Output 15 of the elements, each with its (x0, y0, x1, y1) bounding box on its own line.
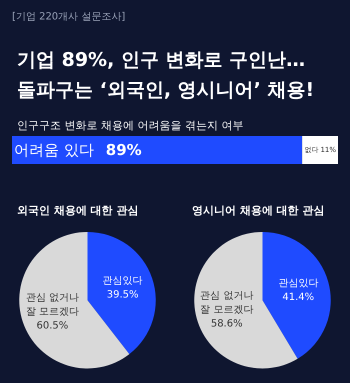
slice-label: 관심있다 (102, 276, 143, 287)
chart-title: 외국인 채용에 대한 관심 (17, 204, 138, 217)
data-label: 58.6% (210, 318, 243, 330)
chart-title: 기업 89%, 인구 변화로 구인난… 돌파구는 ‘외국인, 영시니어’ 채용! (17, 49, 314, 101)
chart-title: 영시니어 채용에 대한 관심 (192, 204, 324, 217)
series-label: 어려움 있다 (14, 141, 94, 159)
text: [기업 220개사 설문조사] (12, 12, 126, 22)
data-label: 41.4% (282, 292, 314, 303)
chart-subtitle: 인구구조 변화로 채용에 어려움을 겪는지 여부 (17, 119, 244, 132)
data-label: 39.5% (106, 290, 139, 301)
slice-label: 관심 없거나 잘 모르겠다 (26, 292, 79, 318)
data-label: 60.5% (36, 320, 68, 332)
slice-label: 관심있다 (278, 278, 318, 289)
data-label: 89% (106, 141, 142, 159)
slice-label: 관심 없거나 잘 모르겠다 (200, 290, 254, 316)
